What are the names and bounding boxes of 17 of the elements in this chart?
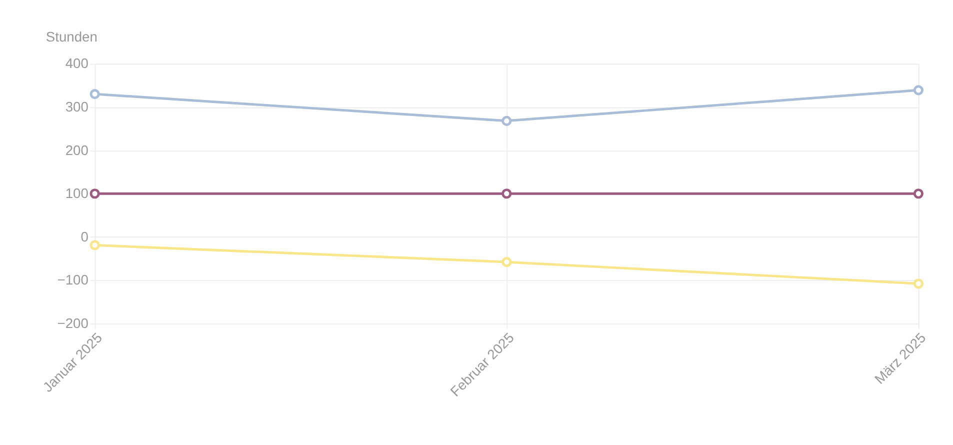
- point: [913, 85, 924, 96]
- y-tick-label: −200: [57, 314, 89, 331]
- y-tick-label: 200: [65, 142, 89, 158]
- y-tick-label: 100: [65, 185, 89, 202]
- y-tick-label: 400: [65, 55, 89, 72]
- point: [502, 116, 512, 126]
- y-tick-label: 0: [80, 228, 89, 244]
- point: [90, 89, 100, 100]
- point: [502, 188, 512, 199]
- point: [502, 256, 512, 268]
- point: [913, 188, 924, 199]
- y-tick-label: −100: [57, 272, 89, 288]
- y-axis-title: Stunden: [46, 28, 98, 45]
- point: [90, 188, 100, 199]
- y-tick-label: 300: [65, 98, 89, 114]
- point: [913, 278, 924, 289]
- point: [90, 240, 100, 250]
